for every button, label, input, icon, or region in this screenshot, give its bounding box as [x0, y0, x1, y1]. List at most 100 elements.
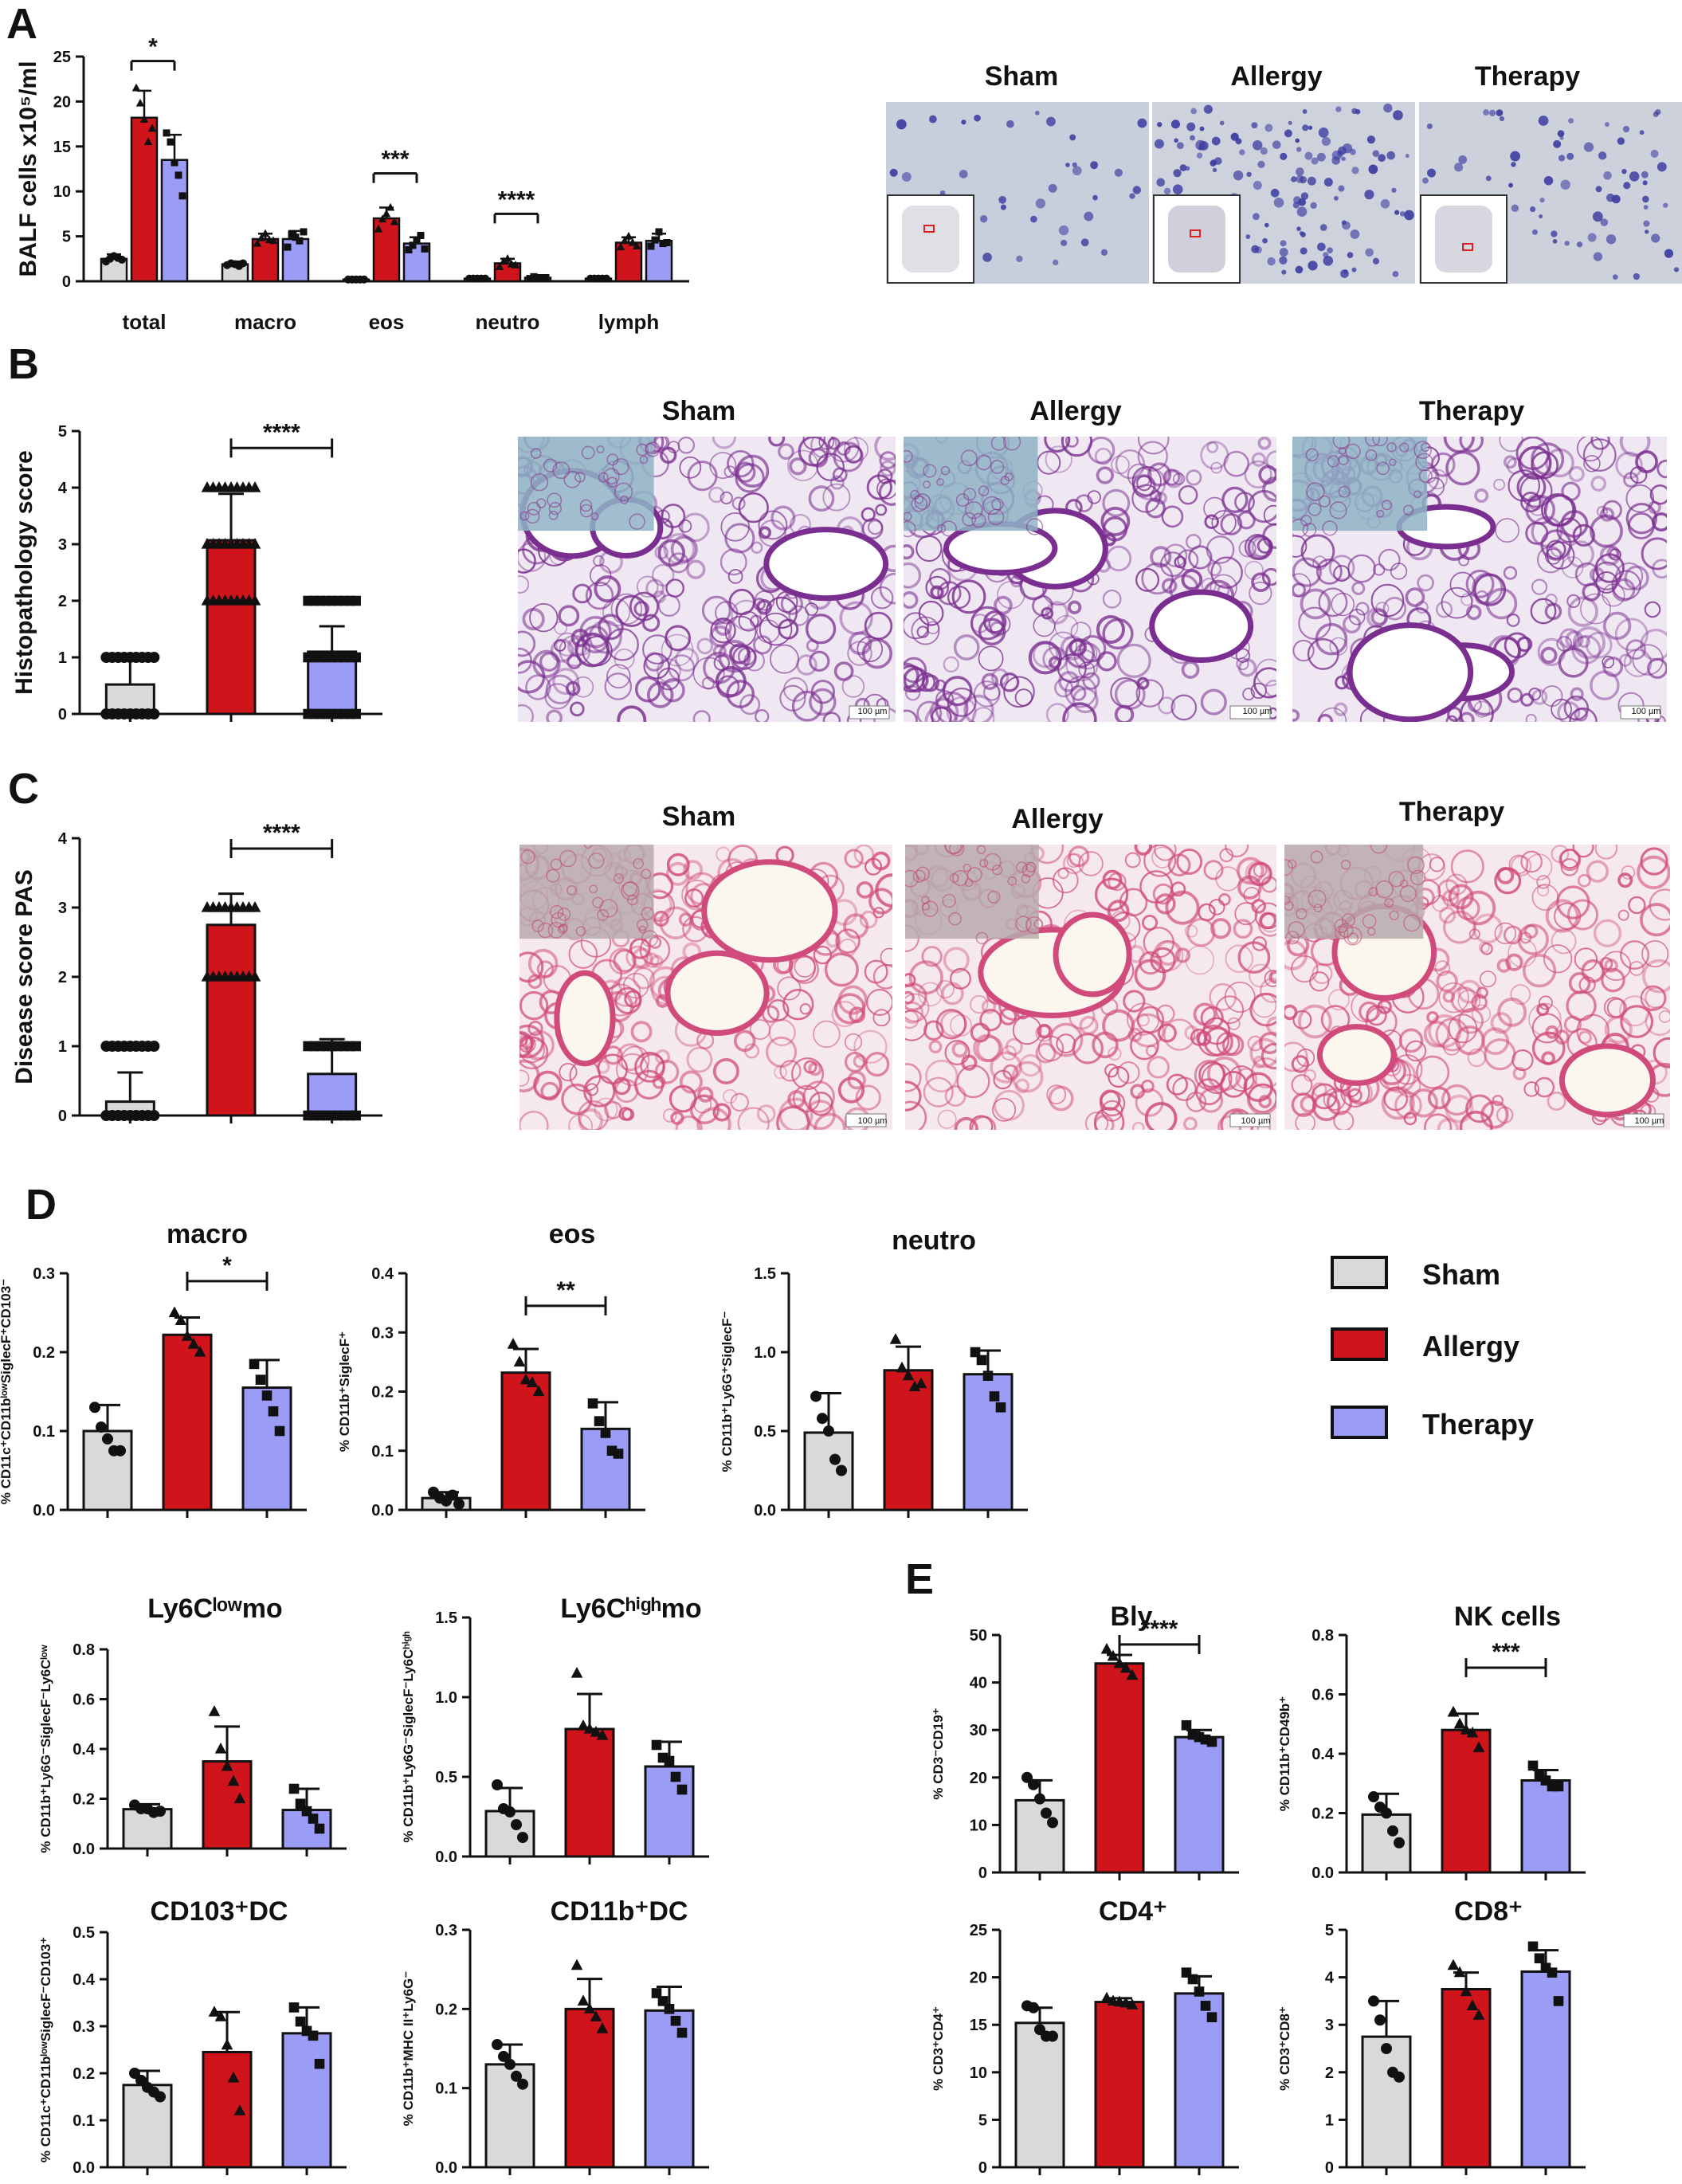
- data-point: [532, 1385, 545, 1397]
- data-point: [292, 233, 300, 241]
- data-point: [214, 1742, 227, 1754]
- chart-d-cd11bdc: 0.0 0.1 0.2 0.3 % CD11b⁺MHC II⁺Ly6G⁻ CD11b⁺DC: [401, 1896, 709, 2177]
- data-point: [517, 1832, 528, 1843]
- legend-label-sham: Sham: [1422, 1258, 1500, 1291]
- data-point: [255, 1374, 266, 1385]
- scale-bar-label: 100 µm: [858, 1116, 888, 1126]
- y-tick-label: 0.2: [33, 1344, 55, 1362]
- data-point: [249, 594, 261, 606]
- data-point: [498, 2050, 509, 2062]
- y-tick-label: 0.0: [435, 1849, 457, 1866]
- data-point: [253, 238, 262, 247]
- y-tick-label: 2: [1325, 2064, 1334, 2082]
- data-point: [221, 1759, 233, 1771]
- y-tick-label: 3: [1325, 2017, 1334, 2034]
- data-point: [174, 1314, 187, 1325]
- y-axis-label: % CD11b⁺CD49b⁺: [1277, 1696, 1292, 1812]
- data-point: [249, 537, 261, 549]
- y-tick-label: 3: [58, 900, 67, 917]
- data-point: [526, 1376, 539, 1387]
- data-point: [1187, 1974, 1198, 1985]
- data-point: [351, 1110, 361, 1121]
- data-point: [167, 138, 174, 146]
- y-tick-label: 0.3: [33, 1265, 55, 1283]
- data-point: [171, 159, 178, 167]
- data-point: [269, 236, 278, 245]
- data-point: [351, 652, 361, 663]
- bar-allergy: [206, 539, 257, 716]
- data-point: [421, 245, 429, 253]
- bar-allergy: [1441, 1988, 1492, 2169]
- balf-micrographs: Sham Allergy Therapy: [886, 61, 1682, 284]
- chart-title: Ly6Cʰⁱᵍʰmo: [560, 1594, 701, 1624]
- y-axis-label: % CD11b⁺Ly6G⁻SiglecF⁻Ly6Cʰⁱᵍʰ: [401, 1631, 416, 1842]
- data-point: [1460, 1723, 1472, 1735]
- y-tick-label: 0.0: [73, 2159, 95, 2177]
- data-point: [507, 1338, 519, 1349]
- data-point: [530, 273, 538, 280]
- y-axis-label: % CD11b⁺Ly6G⁺SiglecF⁻: [719, 1311, 735, 1472]
- bar-sham: [1361, 2035, 1412, 2169]
- chart-e-nk: 0.0 0.2 0.4 0.6 0.8 % CD11b⁺CD49b⁺ NK cells ***: [1277, 1602, 1586, 1882]
- data-point: [288, 2002, 300, 2013]
- y-tick-label: 4: [1325, 1970, 1335, 1987]
- data-point: [596, 1728, 609, 1740]
- data-point: [96, 1421, 107, 1433]
- data-point: [534, 273, 542, 281]
- data-point: [351, 595, 361, 606]
- data-point: [1527, 1941, 1539, 1952]
- scale-bar-label: 100 µm: [858, 707, 888, 716]
- y-tick-label: 0.2: [73, 2065, 95, 2083]
- y-tick-label: 20: [53, 93, 71, 111]
- y-tick-label: 5: [1325, 1922, 1334, 1939]
- chart-d-ly6clow: 0.0 0.2 0.4 0.6 0.8 % CD11b⁺Ly6G⁻SiglecF⁻Ly6C…: [38, 1594, 347, 1858]
- bar-therapy: [580, 1427, 631, 1512]
- bar-therapy: [281, 2032, 332, 2169]
- scale-bar-label: 100 µm: [1635, 1116, 1664, 1126]
- significance-label: ***: [1492, 1639, 1519, 1665]
- chart-title: Bly: [1111, 1602, 1153, 1632]
- bar-therapy: [1520, 1779, 1571, 1874]
- y-tick-label: 0.0: [33, 1502, 55, 1519]
- data-point: [374, 224, 383, 233]
- y-axis-label: Disease score PAS: [11, 869, 37, 1084]
- data-point: [148, 1110, 160, 1121]
- data-point: [249, 480, 261, 492]
- data-point: [590, 1725, 602, 1737]
- data-point: [504, 1806, 516, 1817]
- y-tick-label: 0.4: [1311, 1746, 1335, 1763]
- image-title-sham: Sham: [662, 802, 736, 832]
- data-point: [492, 1779, 503, 1790]
- data-point: [902, 1369, 915, 1381]
- data-point: [896, 1361, 908, 1373]
- y-tick-label: 20: [970, 1770, 987, 1787]
- data-point: [409, 241, 417, 249]
- data-point: [187, 1338, 200, 1349]
- data-point: [296, 237, 304, 245]
- significance-label: ****: [498, 186, 535, 213]
- legend-swatch-icon: [1331, 1256, 1388, 1289]
- data-point: [351, 1041, 361, 1052]
- data-point: [663, 238, 671, 246]
- data-point: [249, 900, 261, 912]
- y-tick-label: 10: [970, 1817, 987, 1834]
- data-point: [889, 1333, 902, 1344]
- data-point: [300, 228, 308, 236]
- y-tick-label: 30: [970, 1722, 987, 1739]
- y-tick-label: 1: [58, 649, 67, 667]
- data-point: [577, 1994, 590, 2006]
- x-tick-label: macro: [234, 310, 296, 334]
- data-point: [382, 209, 391, 218]
- data-point: [102, 1433, 113, 1445]
- legend-swatch-icon: [1331, 1327, 1388, 1361]
- data-point: [577, 1719, 590, 1731]
- data-point: [1381, 2043, 1392, 2054]
- y-tick-label: 0.3: [371, 1324, 394, 1342]
- y-tick-label: 0: [58, 1108, 67, 1125]
- data-point: [390, 217, 399, 225]
- data-point: [221, 2038, 233, 2050]
- data-point: [670, 1771, 681, 1782]
- y-tick-label: 10: [53, 183, 71, 201]
- data-point: [261, 1390, 272, 1401]
- data-point: [664, 2004, 675, 2014]
